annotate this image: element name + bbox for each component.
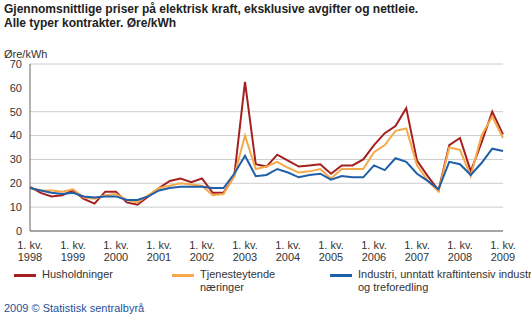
svg-text:10: 10	[10, 201, 22, 213]
html-text:Alle typer kontrakter. Øre/kWh: Alle typer kontrakter. Øre/kWh	[4, 16, 177, 30]
svg-text:60: 60	[10, 82, 22, 94]
svg-text:30: 30	[10, 153, 22, 165]
svg-text:1. kv.1998: 1. kv.1998	[17, 239, 42, 263]
svg-text:70: 70	[10, 58, 22, 70]
svg-text:1. kv.2003: 1. kv.2003	[232, 239, 257, 263]
svg-text:1. kv.2002: 1. kv.2002	[189, 239, 214, 263]
svg-text:1. kv.2004: 1. kv.2004	[275, 239, 300, 263]
html-text:Husholdninger: Husholdninger	[42, 268, 113, 280]
html-text:Øre/kWh: Øre/kWh	[4, 48, 48, 60]
svg-text:1. kv.2007: 1. kv.2007	[404, 239, 429, 263]
html-text:Tjenesteytende næringer: Tjenesteytende næringer	[200, 268, 276, 293]
svg-text:1. kv.2009: 1. kv.2009	[490, 239, 515, 263]
svg-text:1. kv.2001: 1. kv.2001	[146, 239, 171, 263]
svg-text:40: 40	[10, 129, 22, 141]
svg-text:0: 0	[16, 225, 22, 237]
svg-text:50: 50	[10, 106, 22, 118]
html-text:Gjennomsnittlige priser på ele: Gjennomsnittlige priser på elektrisk kra…	[4, 2, 419, 16]
svg-text:20: 20	[10, 177, 22, 189]
svg-text:1. kv.1999: 1. kv.1999	[60, 239, 85, 263]
html-text:2009 © Statistisk sentralbyrå: 2009 © Statistisk sentralbyrå	[4, 302, 145, 314]
svg-text:1. kv.2006: 1. kv.2006	[361, 239, 386, 263]
svg-text:1. kv.2005: 1. kv.2005	[318, 239, 343, 263]
svg-text:1. kv.2000: 1. kv.2000	[103, 239, 128, 263]
svg-text:1. kv.2008: 1. kv.2008	[447, 239, 472, 263]
